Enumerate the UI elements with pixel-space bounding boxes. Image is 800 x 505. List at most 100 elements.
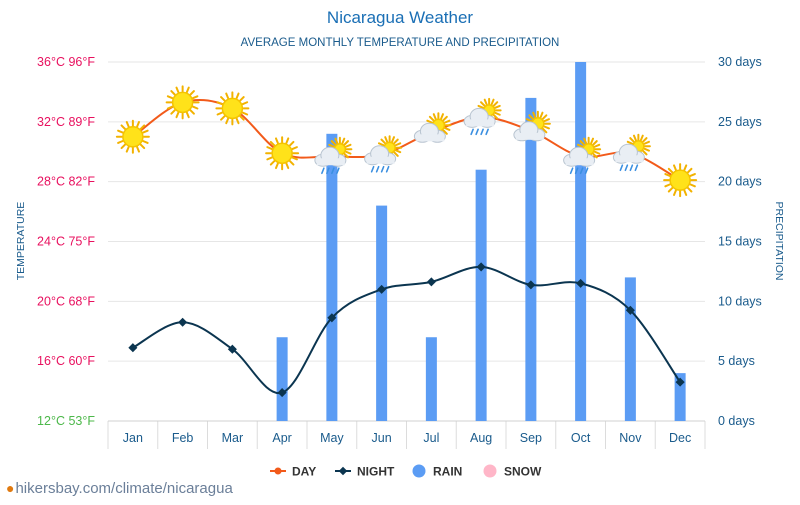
x-tick-label: Dec (669, 431, 691, 445)
left-axis-tick: 36°C 96°F (37, 55, 95, 69)
sun-ray (590, 137, 595, 145)
sun-ray (393, 151, 399, 157)
night-point (227, 344, 237, 354)
sun-ray (344, 143, 352, 148)
legend-item-rain: RAIN (412, 464, 462, 479)
cloud-rain-icon (612, 133, 651, 172)
sun-ray (541, 114, 548, 120)
right-axis-label: PRECIPITATION (773, 202, 785, 281)
night-point (128, 343, 138, 353)
rain-drop (370, 165, 375, 173)
cloud-rain-icon (314, 136, 353, 175)
sun-ray (216, 111, 224, 116)
sun-ray (269, 140, 276, 147)
sun-ray (477, 104, 485, 109)
sun-ray (641, 149, 648, 156)
sun-ray (285, 137, 290, 145)
chart-subtitle: AVERAGE MONTHLY TEMPERATURE AND PRECIPIT… (241, 37, 560, 49)
x-tick-label: Jan (123, 431, 143, 445)
sun-ray (528, 114, 534, 120)
source-credit[interactable]: ●hikersbay.com/climate/nicaragua (6, 480, 233, 497)
x-tick-label: Aug (470, 431, 492, 445)
sun-ray (288, 140, 295, 147)
legend-item-snow: SNOW (483, 464, 542, 479)
cloud-shape (463, 107, 496, 128)
sun-ray (235, 117, 240, 125)
rain-drop (475, 128, 479, 136)
rain-drop (331, 167, 335, 175)
legend-day-marker (274, 467, 282, 475)
sun-ray (269, 160, 276, 166)
sun-ray (479, 101, 486, 107)
sun-ray (490, 98, 495, 106)
sun-ray (541, 127, 548, 134)
sun-ray (664, 173, 671, 177)
rain-bar (276, 337, 288, 421)
sun-ray (426, 119, 433, 124)
sun-ray (117, 129, 124, 134)
cloud-shape (612, 143, 645, 164)
sun-rays (215, 91, 250, 126)
chart-title: Nicaragua Weather (327, 8, 473, 27)
legend-label: NIGHT (357, 465, 395, 479)
sun-disc (221, 97, 244, 120)
day-line (132, 98, 681, 182)
rain-drop (321, 167, 325, 175)
sun-ray (632, 134, 637, 142)
sun-ray (492, 113, 499, 120)
rain-drop (634, 164, 639, 172)
sun-ray (683, 164, 688, 172)
sun-rays (663, 163, 698, 198)
axes: 12°C 53°F 16°C 60°F 20°C 68°F 24°C 75°F 28°C… (37, 55, 762, 445)
sun-ray (285, 162, 290, 170)
left-axis-tick: 12°C 53°F (37, 414, 95, 428)
cloud-rain-icon (563, 136, 602, 175)
temperature-lines (128, 98, 685, 398)
sun-ray (579, 140, 586, 146)
sun-ray (667, 167, 674, 174)
rain-drop (579, 167, 584, 175)
sun-ray (328, 143, 335, 148)
legend-item-day: DAY (270, 465, 316, 479)
sun-ray (593, 150, 601, 155)
legend: DAY NIGHT RAIN SNOW (270, 464, 542, 479)
sun-ray (216, 101, 224, 106)
sun-ray (225, 92, 230, 100)
sun-ray (673, 189, 677, 196)
rain-drop (569, 167, 574, 175)
grid (107, 61, 706, 449)
sun-ray (191, 105, 199, 110)
cloud-base (515, 132, 544, 140)
rain-bar (674, 373, 686, 421)
sun-ray (494, 111, 501, 116)
sun-ray (378, 142, 385, 147)
sun-ray (341, 137, 346, 145)
sun-ray (288, 160, 295, 166)
sun-ray (225, 117, 230, 125)
x-tick-label: Mar (222, 431, 244, 445)
sun-ray (343, 152, 350, 159)
legend-label: DAY (292, 465, 316, 479)
cloud-rain-icon (463, 97, 502, 136)
weather-icons (115, 85, 698, 198)
sun-rays (265, 136, 300, 171)
sun-icon (265, 136, 300, 171)
sun-ray (443, 119, 451, 124)
night-line (132, 265, 681, 394)
legend-label: SNOW (504, 465, 542, 479)
sun-ray (394, 149, 402, 154)
sun-ray (275, 137, 279, 145)
sun-ray (689, 183, 696, 188)
sun-ray (185, 111, 190, 119)
sun-disc (171, 91, 194, 114)
sun-ray (220, 115, 226, 121)
right-axis-tick: 10 days (718, 294, 762, 308)
source-credit-text: hikersbay.com/climate/nicaragua (15, 480, 233, 497)
rain-drop (375, 165, 380, 173)
sun-ray (139, 143, 146, 150)
rain-drop (624, 164, 629, 172)
rain-drop (584, 167, 589, 175)
legend-rain-swatch (412, 464, 426, 478)
rain-bar (575, 62, 587, 421)
sun-ray (664, 183, 671, 188)
